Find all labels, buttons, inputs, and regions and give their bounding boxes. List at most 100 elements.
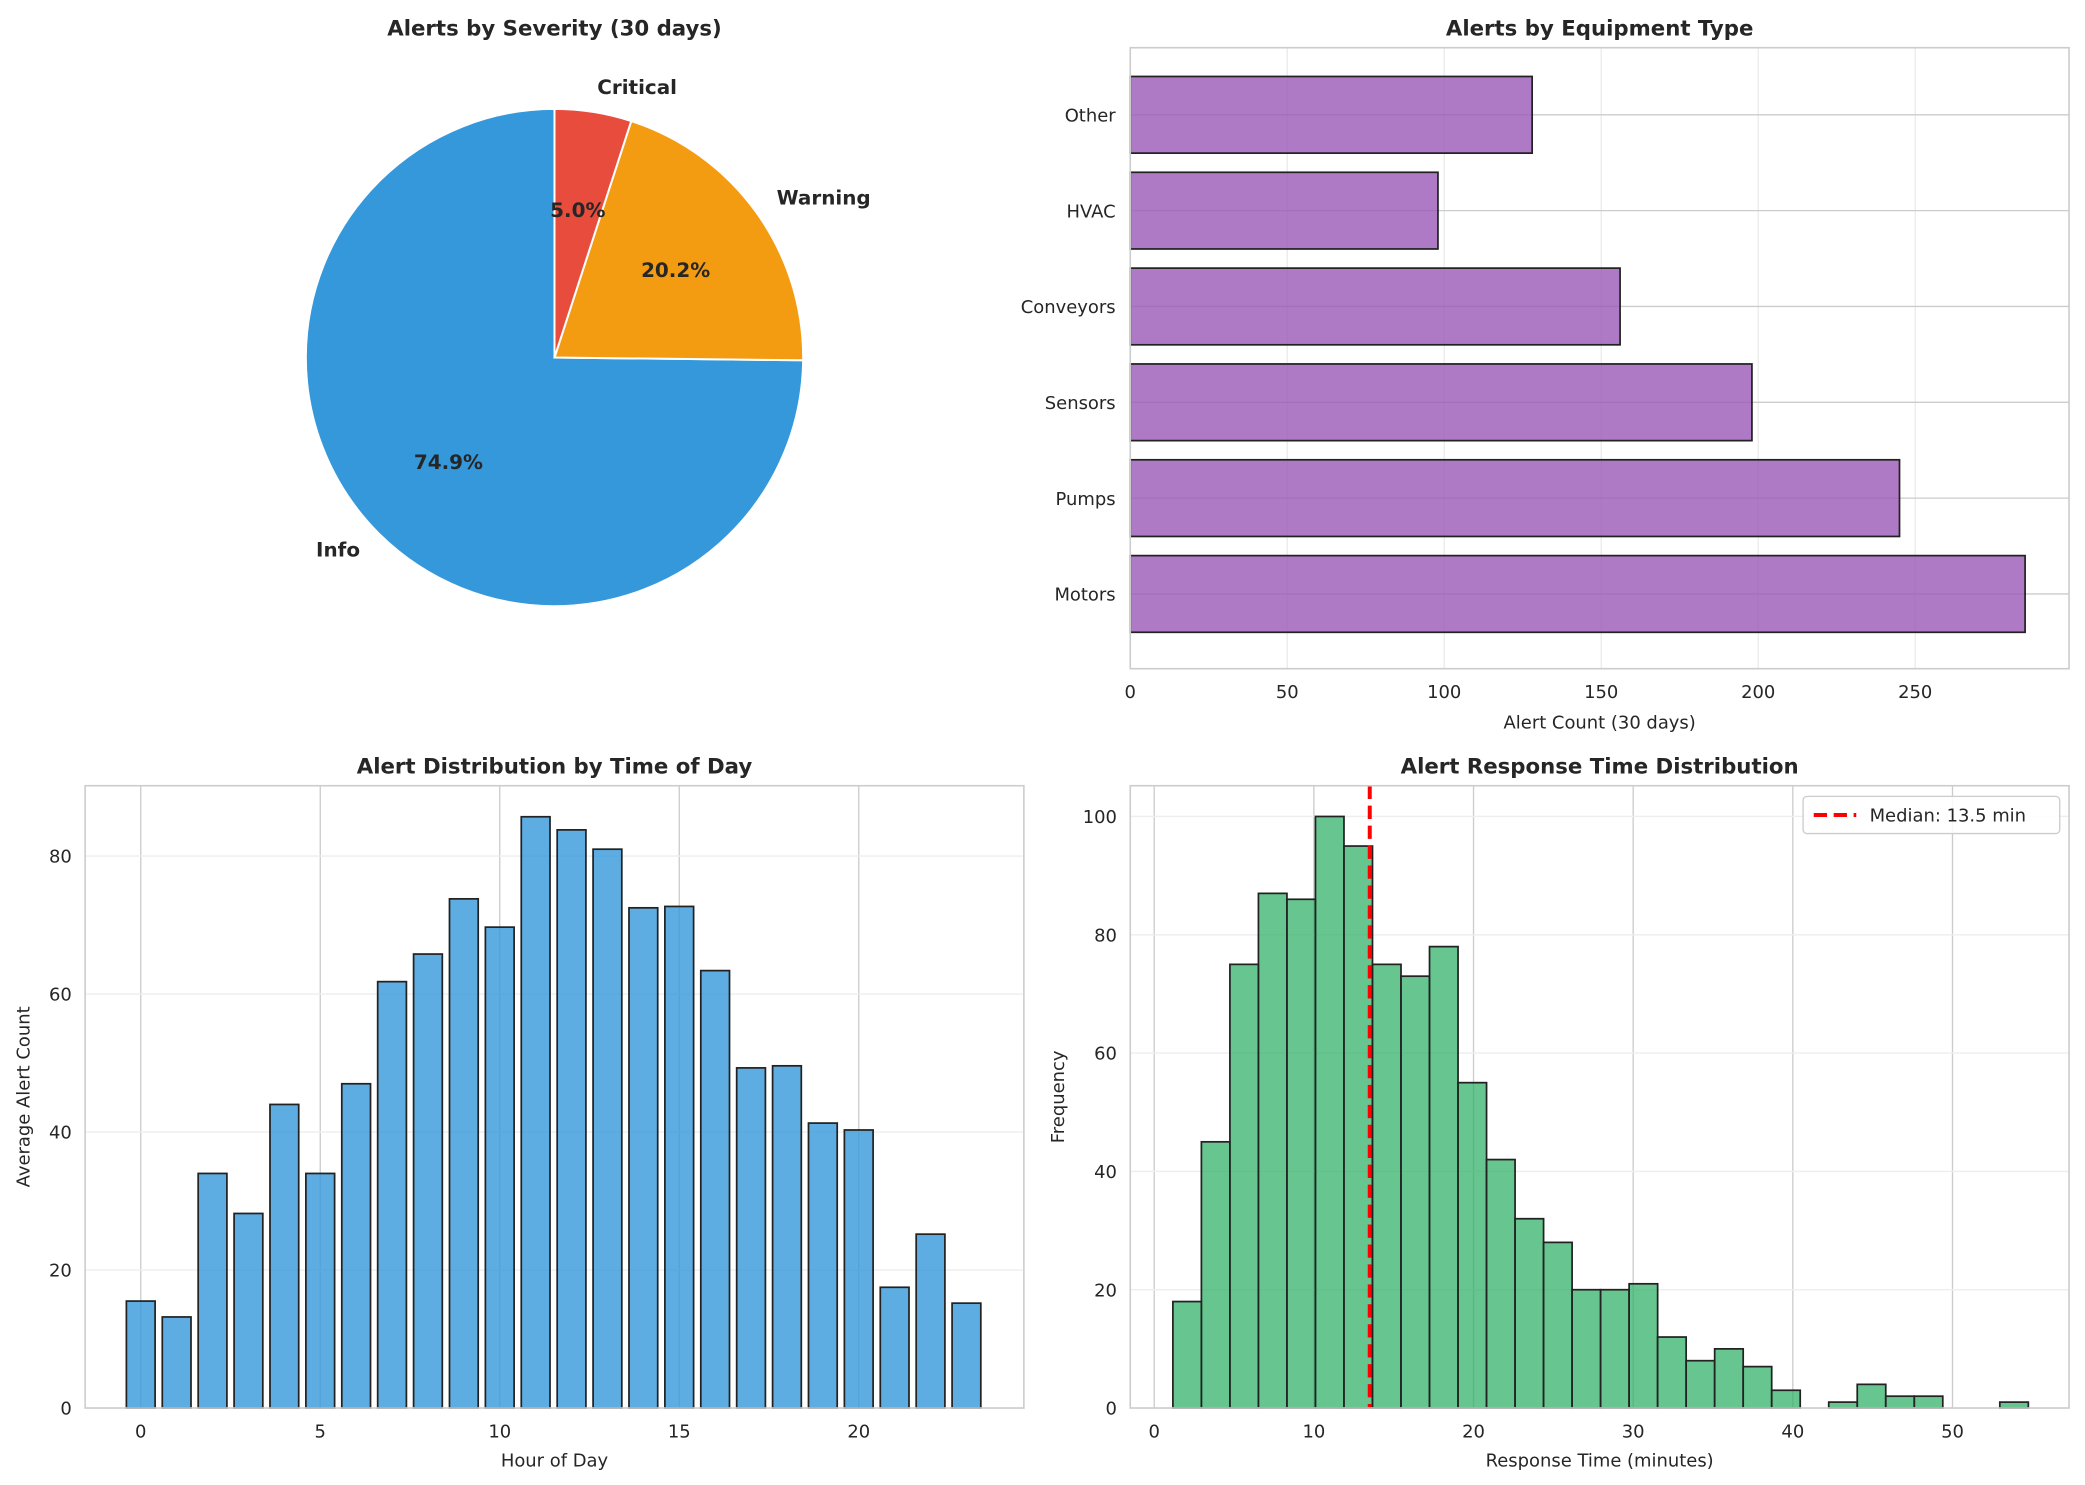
histogram-bin (1514, 1217, 1545, 1409)
bar-hour-8 (412, 953, 444, 1409)
histogram-bin (1913, 1395, 1944, 1409)
legend-box (1802, 795, 2061, 835)
x-tick-label: 10 (488, 1421, 511, 1442)
histogram-bin (1257, 892, 1288, 1409)
y-tick-label: 80 (49, 847, 72, 868)
y-tick-label: 20 (49, 1261, 72, 1282)
pie-chart: Alerts by Severity (30 days) Info 74.9% War… (304, 17, 871, 608)
histogram-bin (1457, 1081, 1488, 1409)
x-tick-label: 30 (1622, 1421, 1645, 1442)
x-tick-label: 20 (1462, 1421, 1485, 1442)
histogram-bin (1542, 1241, 1573, 1409)
y-tick-label: 40 (49, 1123, 72, 1144)
y-tick-label: 20 (1094, 1280, 1117, 1301)
bar-hour-6 (340, 1082, 372, 1409)
slice-label: Critical (597, 75, 677, 99)
histogram-bin (1314, 815, 1345, 1409)
response-time-histogram: 0 10 20 30 40 50 0 20 40 60 80 100 Median: 13.5 min A… (1048, 755, 2070, 1472)
axes-frame (84, 784, 1025, 1409)
bar-hour-15 (664, 905, 695, 1409)
slice-percent-label: 5.0% (550, 198, 605, 222)
bar-hour-20 (843, 1129, 874, 1409)
y-axis-label: Average Alert Count (13, 1006, 34, 1187)
chart-title: Alert Distribution by Time of Day (357, 755, 753, 780)
bar-pumps (1129, 458, 1901, 538)
legend: Median: 13.5 min (1802, 795, 2061, 835)
chart-title: Alert Response Time Distribution (1401, 755, 1799, 780)
histogram-bin (1998, 1401, 2030, 1409)
pie-slice-critical (553, 107, 633, 358)
y-tick-label: Pumps (1056, 489, 1116, 510)
bar-hour-16 (699, 969, 731, 1409)
y-tick-label: 60 (1094, 1044, 1117, 1065)
histogram-bin (1884, 1395, 1916, 1409)
x-tick-label: 15 (668, 1421, 691, 1442)
bar-hour-7 (376, 980, 408, 1409)
equipment-bar-chart: 0 50 100 150 200 250 Motors Pumps Sensors Conveyo… (1021, 17, 2070, 734)
bar-hour-21 (879, 1286, 910, 1409)
histogram-bin (1628, 1282, 1659, 1409)
y-tick-label: 100 (1083, 807, 1117, 828)
bar-sensors (1129, 363, 1753, 442)
histogram-bin (1713, 1348, 1745, 1409)
histogram-bin (1685, 1359, 1716, 1409)
bar-hour-5 (305, 1172, 336, 1409)
x-tick-label: 10 (1302, 1421, 1325, 1442)
histogram-bin (1200, 1140, 1231, 1409)
bar-hour-19 (807, 1122, 839, 1409)
bar-hvac (1129, 171, 1439, 250)
time-of-day-bar-chart: 0 5 10 15 20 0 20 40 60 80 Alert Distribution by T… (13, 755, 1025, 1472)
histogram-bin (1400, 975, 1431, 1409)
slice-percent-label: 74.9% (414, 450, 483, 474)
bar-motors (1129, 554, 2026, 634)
histogram-bin (1656, 1336, 1688, 1409)
histogram-bin (1485, 1158, 1516, 1409)
y-tick-label: Sensors (1045, 393, 1116, 414)
x-tick-label: 0 (135, 1421, 146, 1442)
bar-hour-3 (233, 1212, 264, 1409)
bar-hour-4 (269, 1103, 300, 1409)
chart-title: Alerts by Severity (30 days) (387, 17, 721, 42)
x-tick-label: 50 (1276, 682, 1299, 703)
bar-hour-22 (915, 1233, 946, 1409)
bar-hour-14 (628, 906, 659, 1409)
histogram-bin (1172, 1300, 1203, 1409)
pie-slice-warning (553, 119, 805, 362)
y-tick-label: 0 (60, 1399, 71, 1420)
histogram-bin (1286, 898, 1317, 1409)
x-tick-label: 0 (1125, 682, 1136, 703)
bar-hour-2 (197, 1172, 228, 1409)
histogram-bin (1428, 945, 1459, 1409)
histogram-bin (1770, 1389, 1802, 1409)
y-tick-label: 40 (1094, 1162, 1117, 1183)
histogram-bin (1742, 1365, 1773, 1409)
x-tick-label: 5 (315, 1421, 326, 1442)
slice-label: Warning (777, 186, 871, 210)
histogram-bin (1827, 1401, 1859, 1409)
histogram-bin (1371, 963, 1402, 1409)
x-axis-label: Hour of Day (501, 1451, 609, 1472)
x-tick-label: 200 (1741, 682, 1775, 703)
y-tick-label: Other (1065, 105, 1117, 126)
axes-frame (1129, 46, 2070, 670)
bar-hour-10 (484, 926, 515, 1409)
y-tick-label: 80 (1094, 925, 1117, 946)
bar-hour-1 (161, 1316, 192, 1409)
bar-hour-11 (520, 815, 551, 1409)
histogram-bin (1571, 1288, 1602, 1409)
histogram-bin (1229, 963, 1260, 1409)
y-tick-label: 60 (49, 985, 72, 1006)
bar-other (1129, 75, 1534, 154)
x-tick-label: 0 (1148, 1421, 1159, 1442)
x-axis-label: Response Time (minutes) (1486, 1451, 1714, 1472)
x-tick-label: 150 (1584, 682, 1618, 703)
chart-title: Alerts by Equipment Type (1446, 17, 1754, 42)
x-tick-label: 20 (847, 1421, 870, 1442)
x-tick-label: 100 (1427, 682, 1461, 703)
histogram-bin (1599, 1288, 1630, 1409)
x-tick-label: 50 (1941, 1421, 1964, 1442)
histogram-bin (1856, 1383, 1887, 1409)
y-tick-label: Motors (1054, 585, 1115, 606)
x-tick-label: 250 (1898, 682, 1932, 703)
